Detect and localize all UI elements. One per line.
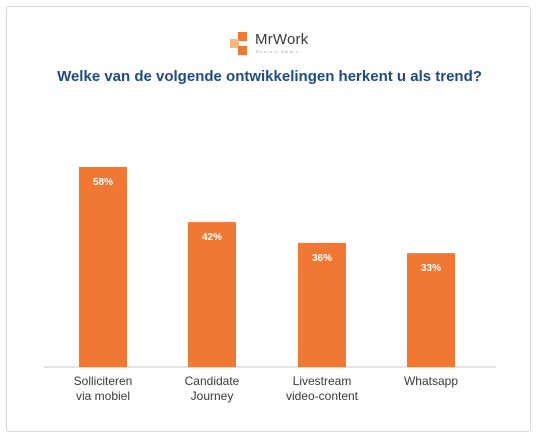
category-label-1: Candidate Journey [185, 374, 240, 403]
bar-value-label-0: 58% [93, 177, 113, 188]
category-label-line: Whatsapp [404, 374, 458, 388]
bar-0 [79, 166, 127, 367]
category-label-line: video-content [286, 389, 359, 403]
mrwork-logo-icon [230, 32, 247, 55]
bar-value-label-1: 42% [202, 232, 222, 243]
category-label-0: Solliciteren via mobiel [74, 374, 133, 403]
brand-logo: MrWork Recruit Smart [229, 30, 319, 56]
brand-tagline: Recruit Smart [256, 49, 299, 54]
category-label-line: Candidate [185, 374, 240, 388]
chart-title: Welke van de volgende ontwikkelingen her… [57, 68, 482, 85]
bar-value-label-2: 36% [312, 253, 332, 264]
brand-name: MrWork [255, 31, 309, 48]
bar-value-label-3: 33% [421, 263, 441, 274]
bar-2 [298, 242, 346, 367]
category-label-2: Livestream video-content [286, 374, 359, 403]
category-label-3: Whatsapp [404, 374, 458, 388]
category-label-line: via mobiel [76, 389, 130, 403]
category-label-line: Livestream [293, 374, 352, 388]
bar-3 [407, 253, 455, 367]
category-label-line: Solliciteren [74, 374, 133, 388]
category-label-line: Journey [191, 389, 234, 403]
bar-1 [188, 222, 236, 367]
